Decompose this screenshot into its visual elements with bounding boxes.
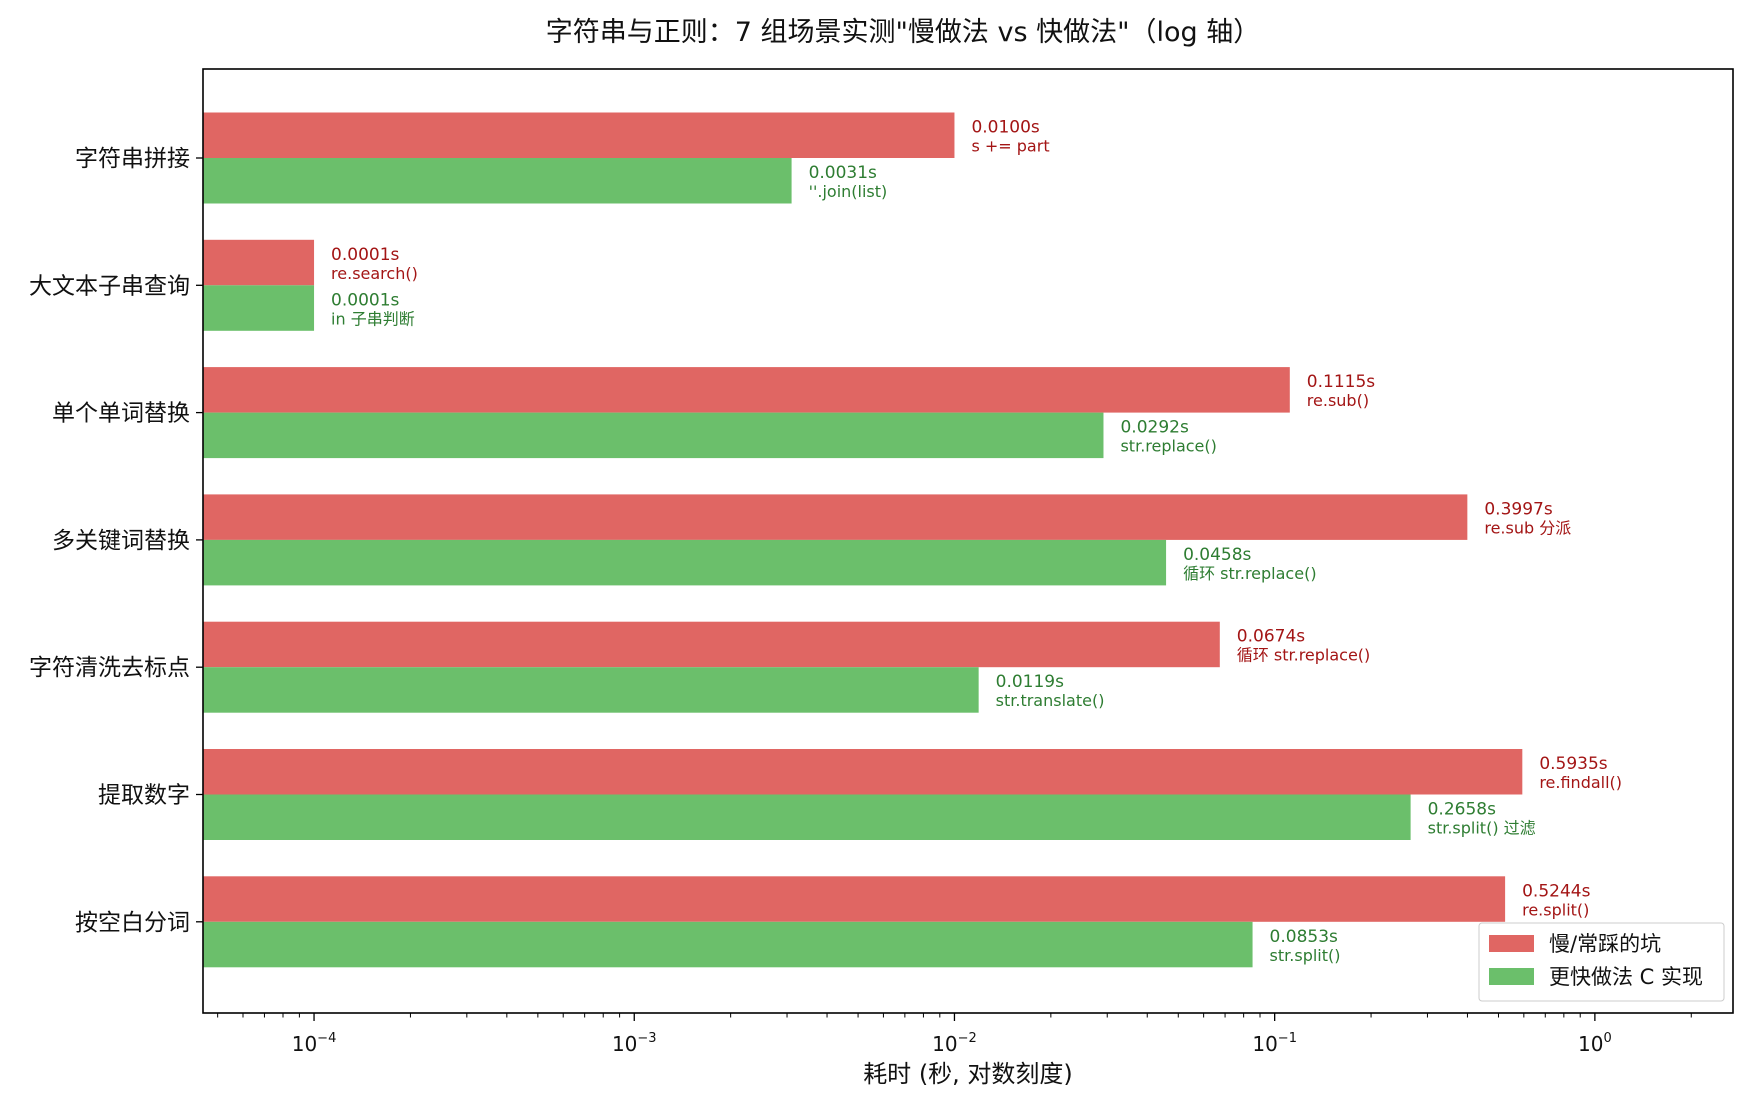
plot-frame [202, 68, 1734, 1014]
bar [203, 239, 315, 286]
x-tick-label: 100 [1578, 1031, 1612, 1056]
bar [203, 539, 1167, 586]
bar [203, 367, 1290, 413]
bar [203, 494, 1468, 540]
y-tick-label: 按空白分词 [75, 910, 190, 936]
y-tick-label: 字符清洗去标点 [29, 655, 190, 681]
value-label: 0.2658s [1428, 800, 1496, 820]
value-label: 0.0674s [1237, 627, 1305, 647]
legend-box [1478, 922, 1725, 1002]
value-label: 0.0458s [1183, 545, 1251, 565]
method-label: re.sub 分派 [1484, 518, 1571, 537]
bar [203, 749, 1523, 795]
bar [203, 621, 1220, 668]
legend-label: 更快做法 C 实现 [1549, 965, 1703, 989]
bar [203, 112, 955, 158]
bar [203, 876, 1506, 922]
value-label: 0.0100s [971, 118, 1039, 138]
bars-layer [203, 112, 1523, 968]
bar [203, 794, 1411, 840]
legend-swatch [1489, 935, 1534, 952]
bar [203, 158, 792, 204]
y-tick-label: 字符串拼接 [75, 146, 190, 172]
value-label: 0.0031s [809, 163, 877, 183]
y-tick-label: 大文本子串查询 [29, 273, 190, 299]
method-label: ''.join(list) [809, 182, 888, 201]
x-tick-label: 10−3 [612, 1031, 657, 1056]
method-label: re.sub() [1307, 391, 1369, 410]
method-label: str.replace() [1120, 437, 1216, 456]
legend-label: 慢/常踩的坑 [1549, 932, 1661, 956]
value-label: 0.0119s [996, 672, 1064, 692]
x-tick-label: 10−2 [932, 1031, 977, 1056]
value-label: 0.3997s [1484, 499, 1552, 519]
x-tick-label: 10−4 [292, 1031, 337, 1056]
chart-title: 字符串与正则：7 组场景实测"慢做法 vs 快做法"（log 轴） [546, 17, 1261, 48]
y-tick-label: 提取数字 [98, 783, 190, 809]
x-tick-label: 10−1 [1252, 1031, 1297, 1056]
method-label: str.split() 过滤 [1428, 819, 1536, 838]
value-label: 0.0292s [1120, 418, 1188, 438]
method-label: 循环 str.replace() [1237, 646, 1371, 665]
method-label: re.findall() [1539, 773, 1622, 792]
method-label: str.split() [1270, 946, 1341, 965]
method-label: 循环 str.replace() [1183, 564, 1317, 583]
bar [203, 412, 1104, 459]
value-label: 0.5935s [1539, 754, 1607, 774]
bar [203, 667, 979, 713]
value-label: 0.5244s [1522, 881, 1590, 901]
method-label: str.translate() [996, 691, 1105, 710]
bar [203, 285, 315, 331]
y-tick-label: 多关键词替换 [52, 528, 190, 554]
axis-layer: 字符串拼接大文本子串查询单个单词替换多关键词替换字符清洗去标点提取数字按空白分词… [29, 146, 1692, 1056]
method-label: re.split() [1522, 900, 1589, 919]
value-label: 0.0001s [331, 245, 399, 265]
method-label: re.search() [331, 264, 418, 283]
x-axis-label: 耗时 (秒, 对数刻度) [863, 1060, 1073, 1088]
value-label: 0.0001s [331, 290, 399, 310]
y-tick-label: 单个单词替换 [52, 401, 190, 427]
method-label: in 子串判断 [331, 309, 415, 328]
value-label: 0.0853s [1270, 927, 1338, 947]
method-label: s += part [971, 137, 1049, 156]
legend-swatch [1489, 968, 1534, 985]
value-label: 0.1115s [1307, 372, 1375, 392]
bar [203, 921, 1253, 968]
